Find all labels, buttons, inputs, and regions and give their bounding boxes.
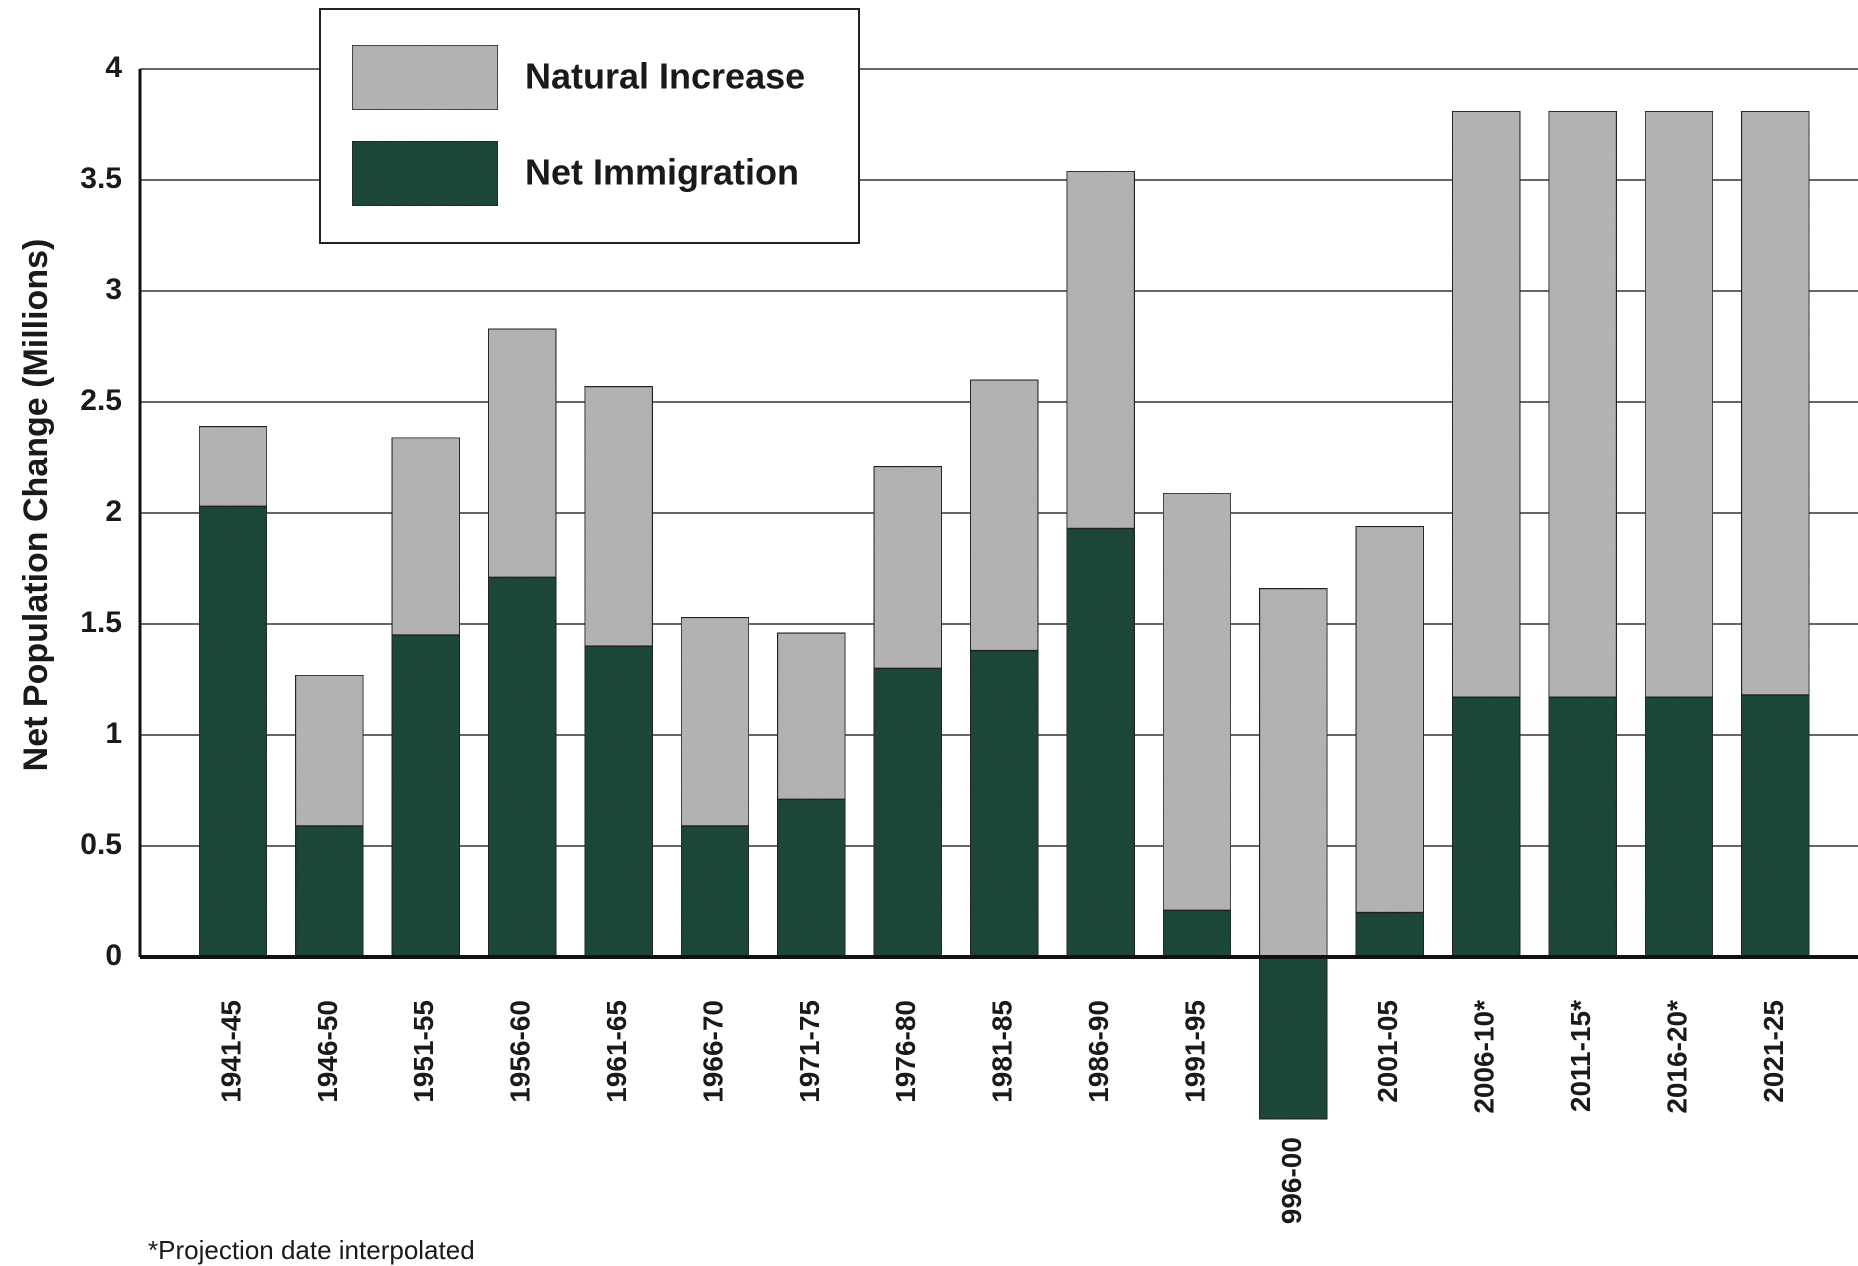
bar-segment (776, 632, 847, 801)
bar-segment (1258, 587, 1329, 958)
bar-segment (873, 465, 943, 670)
bar-segment (391, 634, 461, 958)
bar-segment (294, 825, 365, 958)
bar-segment (1162, 909, 1232, 958)
bars (198, 110, 1811, 1120)
x-tick-label: 1941-45 (215, 1000, 246, 1103)
bar-segment (198, 505, 268, 958)
bar-segment (1162, 492, 1232, 912)
bar-segment (1547, 110, 1618, 699)
bar-segment (1355, 911, 1425, 958)
bar-segment (1451, 696, 1521, 958)
bar-segment (969, 379, 1039, 652)
bar-segment (1065, 527, 1136, 958)
y-tick-label: 2.5 (80, 384, 122, 417)
legend-label: Natural Increase (525, 56, 805, 97)
bar-segment (680, 616, 750, 827)
legend-swatch (351, 44, 499, 111)
y-tick-label: 3 (105, 273, 122, 306)
bar-segment (1258, 956, 1329, 1120)
bar-segment (1451, 110, 1521, 699)
y-tick-label: 0.5 (80, 828, 122, 861)
bar-segment (969, 649, 1039, 958)
y-tick-label: 0 (105, 939, 122, 972)
bar-segment (1547, 696, 1618, 958)
x-tick-label: 996-00 (1276, 1137, 1307, 1224)
x-tick-label: 1991-95 (1179, 1000, 1210, 1103)
bar-segment (873, 667, 943, 958)
bar-segment (776, 798, 847, 958)
x-tick-label: 2006-10* (1469, 1000, 1500, 1114)
bar-segment (1740, 694, 1811, 958)
x-tick-label: 1971-75 (794, 1000, 825, 1103)
y-axis-label: Net Population Change (Millions) (17, 239, 55, 772)
x-tick-label: 2011-15* (1565, 1000, 1596, 1112)
footnote: *Projection date interpolated (148, 1235, 475, 1265)
axes: 0 0.5 1 1.5 2 2.5 3 3.5 4 1941-45 1946-50 1951-55 19… (80, 51, 1858, 1224)
bar-segment (1065, 170, 1136, 530)
x-tick-label: 1946-50 (312, 1000, 343, 1103)
legend-swatch (351, 140, 499, 207)
x-tick-label: 1951-55 (408, 1000, 439, 1103)
x-tick-label: 2021-25 (1758, 1000, 1789, 1103)
x-tick-label: 1956-60 (505, 1000, 536, 1103)
bar-segment (487, 327, 557, 579)
bar-segment (1355, 525, 1425, 914)
legend-box (319, 8, 860, 244)
x-tick-label: 1976-80 (890, 1000, 921, 1103)
bar-segment (1740, 110, 1811, 696)
bar-segment (294, 674, 365, 827)
x-tick-label: 1966-70 (697, 1000, 728, 1103)
x-tick-label: 1986-90 (1083, 1000, 1114, 1103)
y-tick-label: 1.5 (80, 606, 122, 639)
legend-label: Net Immigration (525, 152, 799, 193)
y-tick-label: 1 (105, 717, 122, 750)
bar-segment (391, 436, 461, 636)
legend: Natural Increase Net Immigration (319, 8, 860, 244)
x-tick-label: 2016-20* (1661, 1000, 1692, 1114)
bar-segment (1644, 110, 1714, 699)
y-tick-label: 3.5 (80, 162, 122, 195)
bar-segment (1644, 696, 1714, 958)
bar-segment (583, 385, 654, 647)
y-tick-label: 2 (105, 495, 122, 528)
x-tick-label: 1981-85 (987, 1000, 1018, 1103)
bar-segment (680, 825, 750, 958)
x-tick-label: 2001-05 (1372, 1000, 1403, 1103)
bar-segment (487, 576, 557, 958)
x-tick-label: 1961-65 (601, 1000, 632, 1103)
bar-segment (583, 645, 654, 958)
y-tick-label: 4 (105, 51, 122, 84)
bar-segment (198, 425, 268, 508)
